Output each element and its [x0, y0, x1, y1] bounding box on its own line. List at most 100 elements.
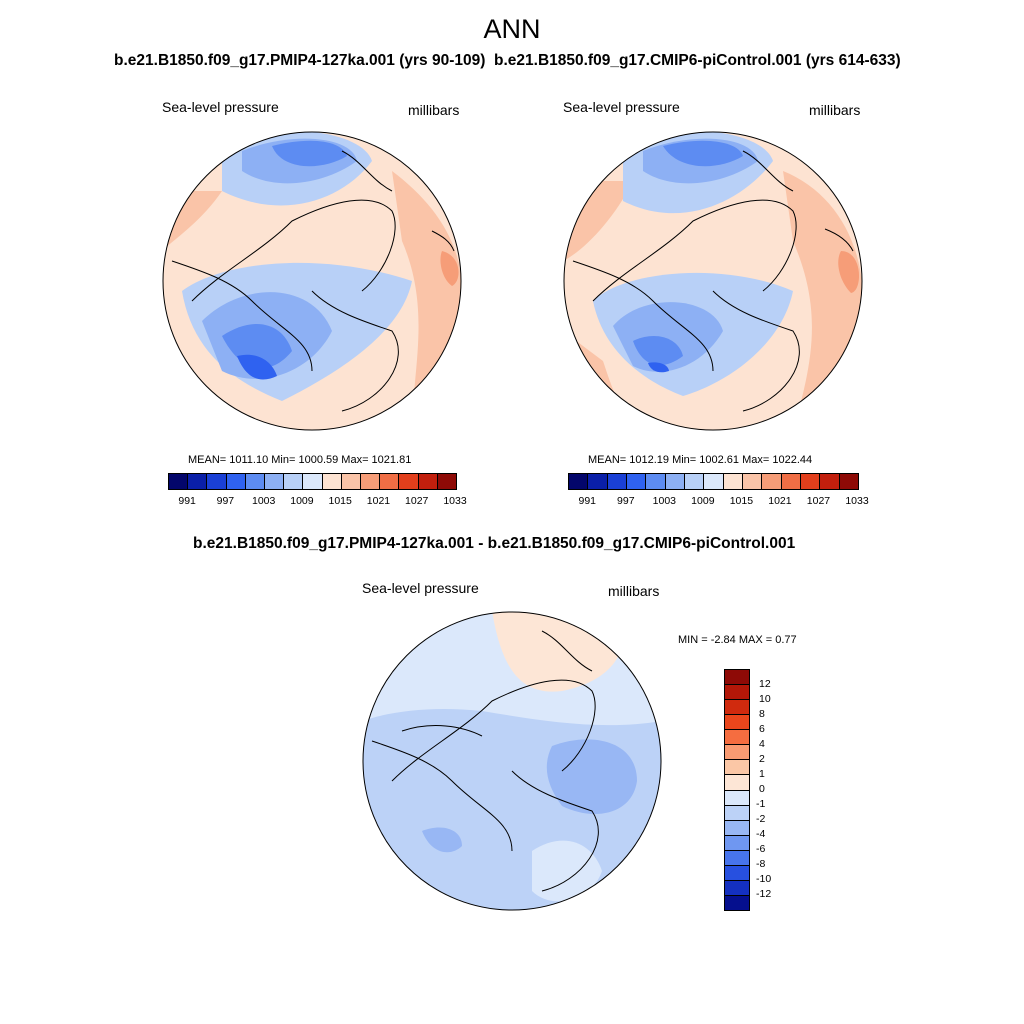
colorbar-tick-label: 991: [578, 495, 597, 507]
panel2-stats: MEAN= 1012.19 Min= 1002.61 Max= 1022.44: [588, 454, 813, 466]
colorbar-tick-label: 2: [759, 753, 765, 765]
panel2-colorbar: [568, 473, 859, 490]
colorbar-swatch: [725, 730, 749, 746]
panel2-colorbar-ticks: 991 997 1003 1009 1015 1021 1027 1033: [568, 495, 869, 509]
colorbar-tick-label: -12: [756, 888, 772, 900]
colorbar-swatch: [725, 670, 749, 686]
colorbar-swatch: [820, 474, 840, 489]
panel2-units-label: millibars: [809, 102, 861, 118]
colorbar-swatch: [418, 474, 438, 489]
colorbar-swatch: [725, 700, 749, 716]
colorbar-swatch: [800, 474, 821, 489]
colorbar-swatch: [265, 474, 285, 489]
coastlines: [171, 150, 455, 412]
negative-change-core: [422, 827, 462, 853]
panel1-title: b.e21.B1850.f09_g17.PMIP4-127ka.001 (yrs…: [114, 52, 486, 69]
colorbar-tick-label: -2: [756, 813, 766, 825]
colorbar-tick-label: 1033: [443, 495, 467, 507]
colorbar-swatch: [399, 474, 419, 489]
colorbar-swatch: [665, 474, 685, 489]
colorbar-swatch: [169, 474, 189, 489]
low-pressure-core: [272, 140, 347, 167]
colorbar-tick-label: 10: [759, 693, 771, 705]
colorbar-swatch: [725, 820, 749, 836]
colorbar-swatch: [684, 474, 705, 489]
colorbar-tick-label: 991: [178, 495, 196, 507]
colorbar-swatch: [646, 474, 666, 489]
colorbar-swatch: [839, 474, 858, 489]
colorbar-swatch: [725, 835, 749, 851]
panel3-units-label: millibars: [608, 583, 660, 599]
low-pressure-core: [237, 354, 277, 380]
colorbar-tick-label: 1009: [691, 495, 715, 507]
colorbar-tick-label: -6: [756, 843, 766, 855]
colorbar-tick-label: 4: [759, 738, 765, 750]
colorbar-swatch: [437, 474, 457, 489]
negative-change-core: [546, 739, 637, 814]
colorbar-swatch: [284, 474, 304, 489]
colorbar-swatch: [781, 474, 801, 489]
colorbar-swatch: [725, 880, 749, 896]
panel1-var-label: Sea-level pressure: [162, 99, 279, 115]
colorbar-tick-label: 1021: [366, 495, 391, 507]
colorbar-tick-label: 1009: [290, 495, 314, 507]
colorbar-swatch: [762, 474, 782, 489]
panel3-title: b.e21.B1850.f09_g17.PMIP4-127ka.001 - b.…: [193, 535, 796, 552]
panel1-units-label: millibars: [408, 102, 460, 118]
colorbar-swatch: [725, 685, 749, 701]
colorbar-tick-label: 6: [759, 723, 765, 735]
colorbar-tick-label: 1033: [845, 495, 869, 507]
colorbar-tick-label: -10: [756, 873, 772, 885]
panel1-colorbar-ticks: 991 997 1003 1009 1015 1021 1027 1033: [168, 495, 466, 509]
small-change-region: [532, 840, 602, 902]
panel2-title: b.e21.B1850.f09_g17.CMIP6-piControl.001 …: [494, 52, 901, 69]
colorbar-tick-label: 1003: [251, 495, 276, 507]
colorbar-tick-label: 1015: [729, 495, 754, 507]
colorbar-tick-label: 12: [759, 678, 771, 690]
colorbar-swatch: [725, 715, 749, 731]
colorbar-swatch: [607, 474, 627, 489]
colorbar-swatch: [725, 775, 749, 791]
colorbar-tick-label: 1: [759, 768, 765, 780]
colorbar-swatch: [361, 474, 381, 489]
panel1-stats: MEAN= 1011.10 Min= 1000.59 Max= 1021.81: [188, 454, 412, 466]
colorbar-swatch: [380, 474, 400, 489]
low-pressure-core: [633, 336, 683, 366]
colorbar-swatch: [742, 474, 763, 489]
colorbar-tick-label: -1: [756, 798, 766, 810]
colorbar-swatch: [569, 474, 589, 489]
panel3-stats: MIN = -2.84 MAX = 0.77: [678, 634, 797, 646]
colorbar-tick-label: -4: [756, 828, 766, 840]
colorbar-tick-label: 1015: [328, 495, 352, 507]
panel3-colorbar: [724, 669, 750, 911]
colorbar-tick-label: 0: [759, 783, 765, 795]
coastlines: [371, 630, 599, 892]
low-pressure-core: [648, 362, 669, 373]
panel2-var-label: Sea-level pressure: [563, 99, 680, 115]
panel3-colorbar-ticks: 12 10 8 6 4 2 1 0 -1 -2 -4 -6 -8 -10 -12: [756, 669, 796, 909]
colorbar-swatch: [725, 790, 749, 806]
colorbar-tick-label: 1027: [405, 495, 429, 507]
colorbar-swatch: [207, 474, 227, 489]
colorbar-swatch: [588, 474, 608, 489]
colorbar-tick-label: -8: [756, 858, 766, 870]
colorbar-swatch: [725, 895, 749, 910]
colorbar-tick-label: 997: [216, 495, 235, 507]
colorbar-swatch: [725, 745, 749, 761]
colorbar-swatch: [725, 850, 749, 866]
low-pressure-core: [663, 140, 743, 167]
colorbar-swatch: [725, 805, 749, 821]
high-pressure-core: [440, 251, 459, 286]
main-title: ANN: [483, 14, 541, 44]
colorbar-swatch: [725, 760, 749, 776]
colorbar-tick-label: 1027: [806, 495, 831, 507]
colorbar-tick-label: 1021: [768, 495, 792, 507]
colorbar-swatch: [341, 474, 362, 489]
colorbar-swatch: [704, 474, 724, 489]
panel1-polar-map: [162, 131, 462, 431]
colorbar-swatch: [226, 474, 246, 489]
panel3-polar-map: [362, 611, 662, 911]
colorbar-swatch: [245, 474, 266, 489]
high-pressure-core: [838, 251, 860, 293]
colorbar-tick-label: 1003: [652, 495, 677, 507]
